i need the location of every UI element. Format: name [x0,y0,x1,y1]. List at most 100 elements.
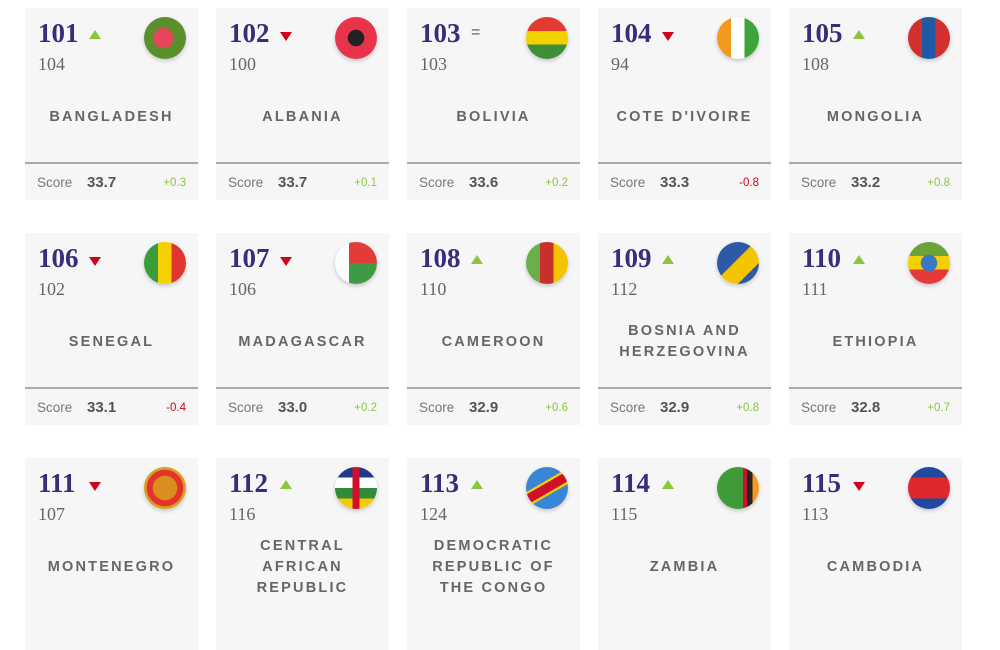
country-name: MADAGASCAR [238,333,367,350]
current-rank: 106 [38,243,79,273]
divider [216,387,389,389]
score-change: +0.8 [736,402,759,414]
madagascar-flag-icon [335,242,377,284]
previous-rank: 110 [420,279,447,299]
rank-up-arrow-icon [853,30,865,39]
country-name: SENEGAL [68,333,155,350]
score-change: +0.7 [927,402,950,414]
previous-rank: 103 [420,54,447,74]
previous-rank: 108 [802,54,829,74]
cote-divoire-flag-icon [717,17,759,59]
rank-down-arrow-icon [280,257,292,266]
country-card[interactable]: 112 116 CENTRAL AFRICAN REPUBLIC [216,458,389,650]
central-african-republic-flag-icon [335,467,377,509]
rank-up-arrow-icon [89,30,101,39]
score-change: +0.1 [354,177,377,189]
country-name: COTE D'IVOIRE [616,108,753,125]
country-card[interactable]: 110 111 ETHIOPIA Score 32.8 +0.7 [789,233,962,425]
score-label: Score [419,400,455,415]
current-rank: 105 [802,18,843,48]
country-card[interactable]: 105 108 MONGOLIA Score 33.2 +0.8 [789,8,962,200]
rank-up-arrow-icon [471,480,483,489]
score-value: 33.0 [278,399,308,416]
country-card[interactable]: 107 106 MADAGASCAR Score 33.0 +0.2 [216,233,389,425]
country-card[interactable]: 101 104 BANGLADESH Score 33.7 +0.3 [25,8,198,200]
montenegro-flag-icon [144,467,186,509]
score-change: +0.3 [163,177,186,189]
country-name: CAMBODIA [826,558,925,575]
current-rank: 109 [611,243,652,273]
previous-rank: 124 [420,504,447,524]
previous-rank: 100 [229,54,256,74]
divider [407,162,580,164]
score-change: +0.2 [545,177,568,189]
rank-down-arrow-icon [89,257,101,266]
rank-up-arrow-icon [471,255,483,264]
score-change: +0.6 [545,402,568,414]
rank-up-arrow-icon [662,480,674,489]
current-rank: 108 [420,243,461,273]
rank-down-arrow-icon [662,32,674,41]
country-card[interactable]: 114 115 ZAMBIA [598,458,771,650]
score-label: Score [801,175,837,190]
current-rank: 101 [38,18,79,48]
bosnia-flag-icon [717,242,759,284]
country-card[interactable]: 111 107 MONTENEGRO [25,458,198,650]
previous-rank: 112 [611,279,638,299]
rank-up-arrow-icon [662,255,674,264]
current-rank: 104 [611,18,652,48]
previous-rank: 115 [611,504,638,524]
country-name: CENTRAL AFRICAN REPUBLIC [256,537,349,596]
score-label: Score [228,175,264,190]
divider [598,162,771,164]
score-value: 33.2 [851,174,881,191]
country-card[interactable]: 103 = 103 BOLIVIA Score 33.6 +0.2 [407,8,580,200]
bolivia-flag-icon [526,17,568,59]
divider [598,387,771,389]
country-name: CAMEROON [441,333,546,350]
country-name: MONGOLIA [826,108,925,125]
country-name: BOLIVIA [456,108,531,125]
country-card[interactable]: 104 94 COTE D'IVOIRE Score 33.3 -0.8 [598,8,771,200]
cameroon-flag-icon [526,242,568,284]
country-name: DEMOCRATIC REPUBLIC OF THE CONGO [432,537,555,596]
score-label: Score [610,400,646,415]
rank-down-arrow-icon [280,32,292,41]
previous-rank: 116 [229,504,256,524]
score-label: Score [801,400,837,415]
country-card[interactable]: 106 102 SENEGAL Score 33.1 -0.4 [25,233,198,425]
score-label: Score [228,400,264,415]
current-rank: 102 [229,18,270,48]
score-change: -0.4 [166,402,186,414]
albania-flag-icon [335,17,377,59]
score-label: Score [37,175,73,190]
previous-rank: 107 [38,504,65,524]
country-name: ETHIOPIA [832,333,919,350]
score-value: 33.6 [469,174,499,191]
score-value: 33.1 [87,399,117,416]
divider [407,387,580,389]
score-value: 32.9 [469,399,499,416]
country-card[interactable]: 102 100 ALBANIA Score 33.7 +0.1 [216,8,389,200]
zambia-flag-icon [717,467,759,509]
rank-down-arrow-icon [89,482,101,491]
country-card[interactable]: 113 124 DEMOCRATIC REPUBLIC OF THE CONGO [407,458,580,650]
country-card[interactable]: 108 110 CAMEROON Score 32.9 +0.6 [407,233,580,425]
score-value: 33.7 [87,174,117,191]
country-card[interactable]: 109 112 BOSNIA AND HERZEGOVINA Score 32.… [598,233,771,425]
country-ranking-grid: 101 104 BANGLADESH Score 33.7 +0.3 102 10… [25,8,962,650]
rank-up-arrow-icon [280,480,292,489]
current-rank: 112 [229,468,269,498]
country-name: BOSNIA AND HERZEGOVINA [619,323,750,360]
bangladesh-flag-icon [144,17,186,59]
country-card[interactable]: 115 113 CAMBODIA [789,458,962,650]
mongolia-flag-icon [908,17,950,59]
previous-rank: 113 [802,504,829,524]
rank-up-arrow-icon [853,255,865,264]
country-name: ALBANIA [262,108,343,125]
previous-rank: 102 [38,279,65,299]
score-change: +0.8 [927,177,950,189]
divider [25,162,198,164]
rank-down-arrow-icon [853,482,865,491]
current-rank: 110 [802,243,842,273]
